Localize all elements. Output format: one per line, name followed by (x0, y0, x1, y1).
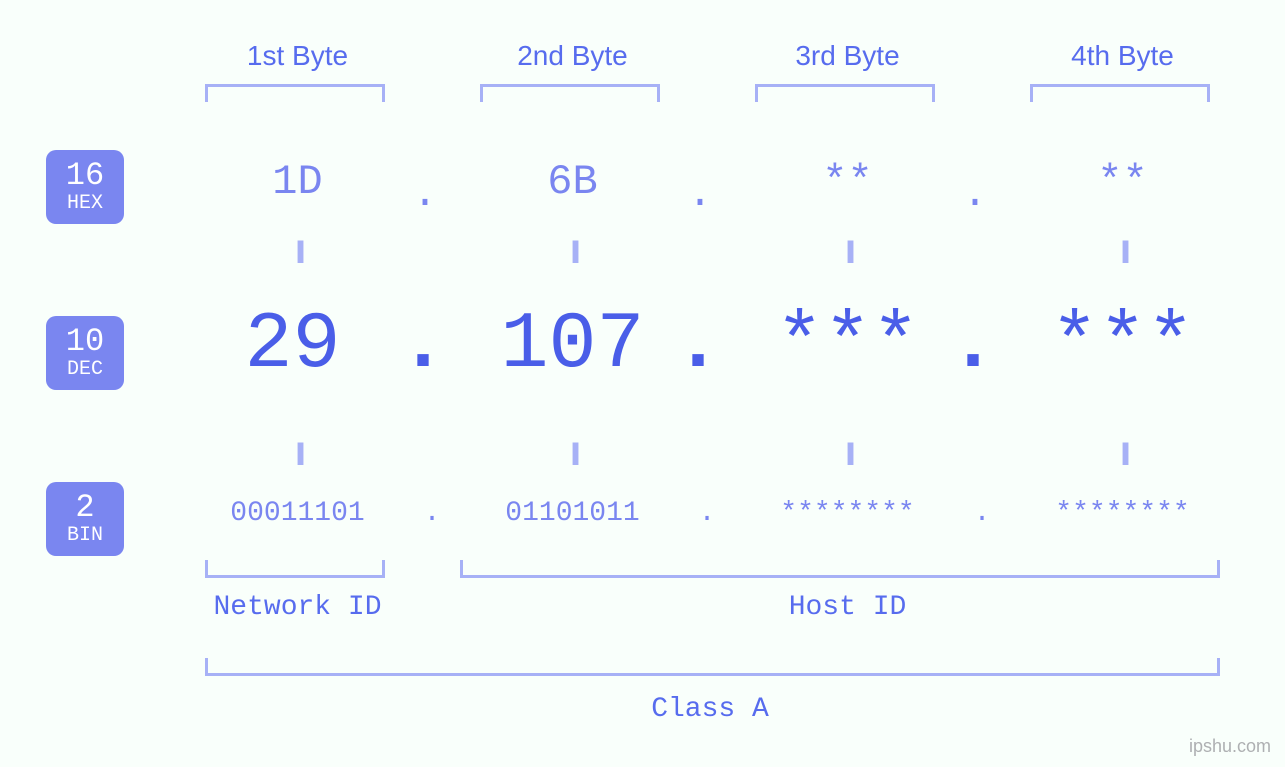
dec-dot-2: . (668, 300, 728, 391)
bin-byte-1: 00011101 (165, 498, 430, 529)
bin-dot-1: . (412, 498, 452, 529)
hex-byte-4: ** (1010, 158, 1235, 206)
eq-dec-bin-2: II (460, 436, 685, 473)
bin-byte-3: ******** (715, 498, 980, 529)
dec-byte-4: *** (1000, 300, 1245, 391)
byte-label-1: 1st Byte (185, 40, 410, 72)
dec-byte-1: 29 (170, 300, 415, 391)
base-num-hex: 16 (46, 160, 124, 192)
watermark: ipshu.com (1189, 736, 1271, 757)
network-id-bracket (205, 560, 385, 578)
top-bracket-4 (1030, 84, 1210, 102)
byte-label-2: 2nd Byte (460, 40, 685, 72)
host-id-bracket (460, 560, 1220, 578)
hex-byte-3: ** (735, 158, 960, 206)
base-label-dec: DEC (46, 360, 124, 380)
base-label-hex: HEX (46, 194, 124, 214)
dec-dot-3: . (943, 300, 1003, 391)
eq-dec-bin-4: II (1010, 436, 1235, 473)
hex-dot-1: . (400, 170, 450, 218)
top-bracket-2 (480, 84, 660, 102)
dec-byte-2: 107 (450, 300, 695, 391)
eq-dec-bin-1: II (185, 436, 410, 473)
base-label-bin: BIN (46, 526, 124, 546)
top-bracket-1 (205, 84, 385, 102)
class-bracket (205, 658, 1220, 676)
bin-dot-3: . (962, 498, 1002, 529)
byte-label-3: 3rd Byte (735, 40, 960, 72)
dec-byte-3: *** (725, 300, 970, 391)
ip-diagram: 1st Byte 2nd Byte 3rd Byte 4th Byte 16 H… (0, 0, 1285, 767)
byte-label-4: 4th Byte (1010, 40, 1235, 72)
network-id-label: Network ID (185, 592, 410, 623)
eq-hex-dec-2: II (460, 234, 685, 271)
hex-byte-2: 6B (460, 158, 685, 206)
bin-byte-2: 01101011 (440, 498, 705, 529)
base-badge-hex: 16 HEX (46, 150, 124, 224)
eq-hex-dec-4: II (1010, 234, 1235, 271)
eq-hex-dec-1: II (185, 234, 410, 271)
eq-hex-dec-3: II (735, 234, 960, 271)
eq-dec-bin-3: II (735, 436, 960, 473)
base-badge-bin: 2 BIN (46, 482, 124, 556)
base-badge-dec: 10 DEC (46, 316, 124, 390)
bin-dot-2: . (687, 498, 727, 529)
hex-dot-2: . (675, 170, 725, 218)
top-bracket-3 (755, 84, 935, 102)
host-id-label: Host ID (460, 592, 1235, 623)
bin-byte-4: ******** (990, 498, 1255, 529)
hex-byte-1: 1D (185, 158, 410, 206)
base-num-bin: 2 (46, 492, 124, 524)
base-num-dec: 10 (46, 326, 124, 358)
dec-dot-1: . (393, 300, 453, 391)
hex-dot-3: . (950, 170, 1000, 218)
class-label: Class A (185, 694, 1235, 725)
